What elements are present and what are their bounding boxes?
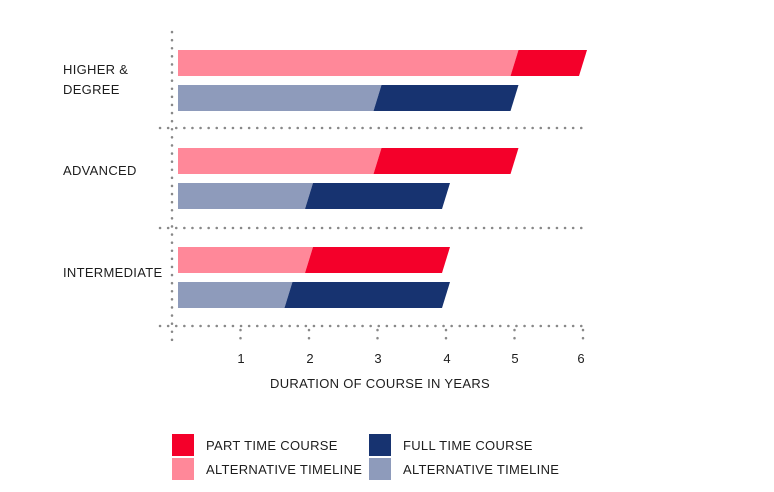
legend-item-part-time-alternative: ALTERNATIVE TIMELINE [172, 458, 362, 480]
x-axis-title: DURATION OF COURSE IN YEARS [270, 376, 490, 391]
x-tick-label: 5 [511, 351, 519, 366]
legend-item-full-time-alternative: ALTERNATIVE TIMELINE [369, 458, 559, 480]
x-tick-label: 2 [306, 351, 314, 366]
x-tick-label: 3 [374, 351, 382, 366]
x-tick-label: 4 [443, 351, 451, 366]
legend-item-part-time: PART TIME COURSE [172, 434, 338, 456]
legend-label: ALTERNATIVE TIMELINE [403, 461, 560, 477]
bar-segment-alternative [178, 183, 313, 209]
category-label-advanced: ADVANCED [63, 163, 137, 178]
bar-segment-main [284, 282, 450, 308]
legend-label: FULL TIME COURSE [403, 437, 533, 453]
x-tick-label: 1 [237, 351, 245, 366]
bar-segment-alternative [178, 148, 382, 174]
category-label-intermediate: INTERMEDIATE [63, 265, 163, 280]
bar-segment-alternative [178, 50, 519, 76]
legend-swatch [172, 434, 194, 456]
legend-swatch [369, 434, 391, 456]
bar-segment-main [305, 183, 450, 209]
bar-segment-main [373, 148, 519, 174]
bar-segment-alternative [178, 85, 382, 111]
legend-label: PART TIME COURSE [206, 437, 338, 453]
category-label-higher-degree: HIGHER & DEGREE [63, 62, 129, 97]
legend-label: ALTERNATIVE TIMELINE [206, 461, 363, 477]
legend-swatch [172, 458, 194, 480]
bar-segment-alternative [178, 282, 293, 308]
bar-segment-main [305, 247, 450, 273]
bar-segment-main [510, 50, 587, 76]
legend-swatch [369, 458, 391, 480]
x-tick-label: 6 [577, 351, 585, 366]
legend-item-full-time: FULL TIME COURSE [369, 434, 533, 456]
bar-segment-main [373, 85, 519, 111]
bar-segment-alternative [178, 247, 313, 273]
